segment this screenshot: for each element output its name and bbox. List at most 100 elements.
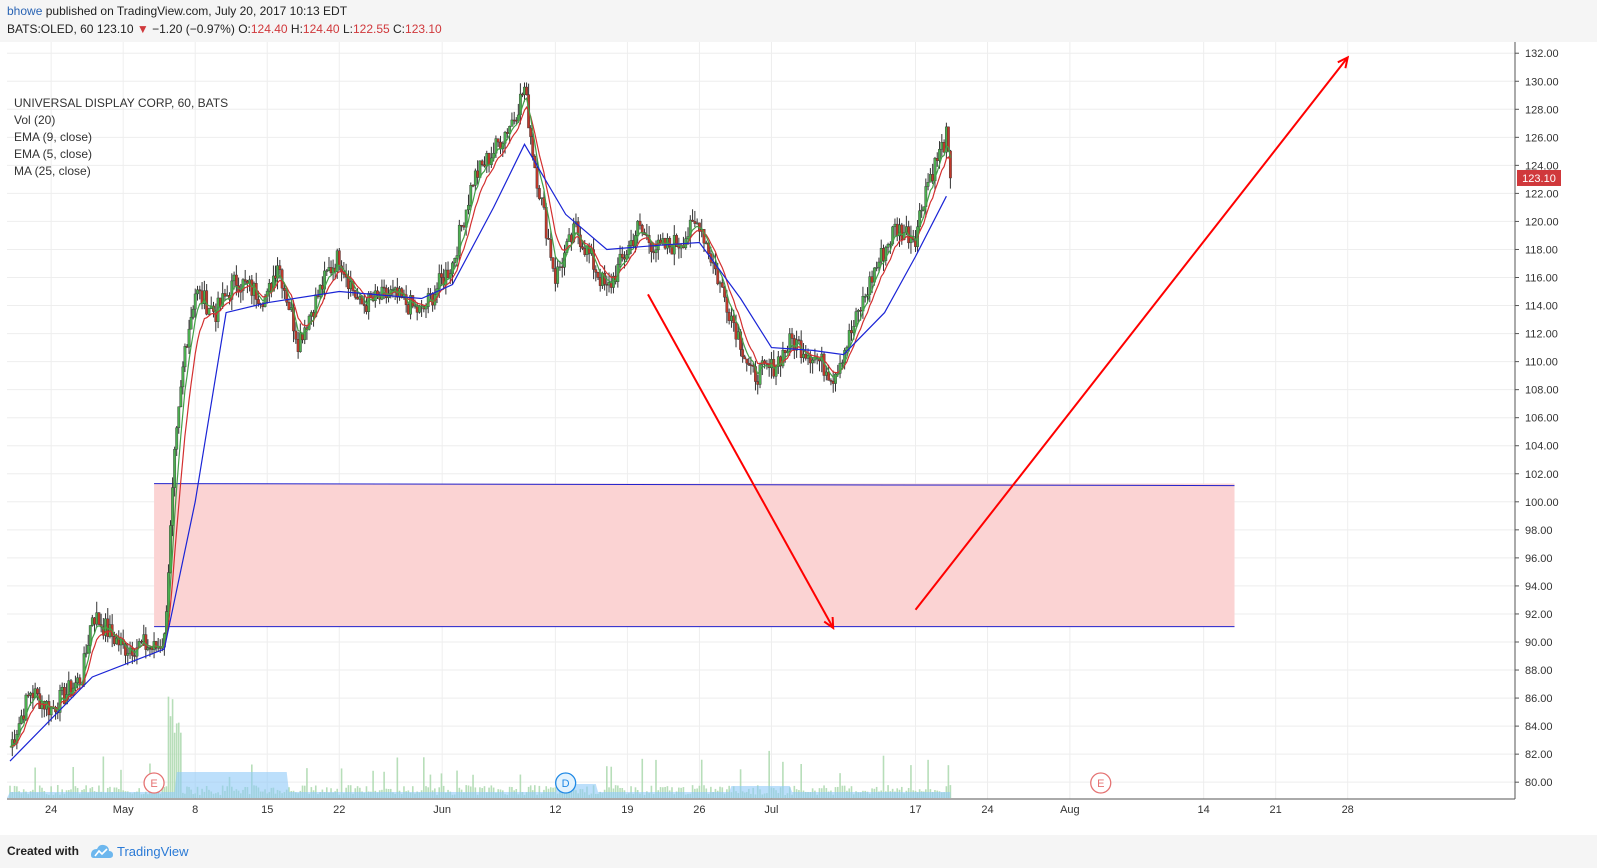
- candle-body: [487, 153, 491, 165]
- candle-body: [636, 220, 640, 236]
- tradingview-logo-icon[interactable]: [88, 841, 114, 861]
- volume-bar: [442, 785, 445, 798]
- y-tick-label: 132.00: [1525, 48, 1559, 60]
- volume-bar: [171, 699, 174, 798]
- candle-body: [460, 224, 464, 227]
- y-tick-label: 124.00: [1525, 160, 1559, 172]
- candle-body: [594, 269, 598, 273]
- candle-body: [146, 647, 150, 650]
- y-tick-label: 98.00: [1525, 525, 1553, 537]
- y-tick-label: 90.00: [1525, 637, 1553, 649]
- candle-body: [294, 330, 298, 340]
- candle-body: [179, 386, 183, 408]
- candle-body: [702, 229, 706, 244]
- candle-body: [196, 289, 199, 295]
- candle-body: [140, 641, 143, 643]
- volume-bar: [472, 774, 474, 798]
- candle-body: [834, 373, 837, 384]
- volume-bar: [533, 785, 536, 798]
- volume-bar: [490, 785, 493, 798]
- candle-body: [480, 160, 484, 165]
- candle-body: [933, 157, 937, 182]
- created-with-label: Created with: [7, 844, 80, 858]
- candle-body: [223, 293, 227, 297]
- candle-body: [743, 356, 747, 360]
- x-tick-label: 26: [693, 804, 705, 816]
- volume-bar: [843, 785, 846, 798]
- ma25-line: [9, 143, 947, 762]
- volume-bar: [175, 723, 178, 798]
- candle-body: [638, 220, 642, 226]
- candle-body: [126, 652, 130, 656]
- volume-bar: [703, 785, 705, 798]
- y-tick-label: 106.00: [1525, 413, 1559, 425]
- candle-body: [824, 371, 828, 376]
- author-link[interactable]: bhowe: [7, 4, 43, 18]
- volume-bar: [739, 769, 742, 798]
- x-tick-label: 28: [1342, 804, 1354, 816]
- candle-body: [854, 311, 858, 327]
- candle-body: [473, 170, 477, 186]
- candle-body: [183, 346, 187, 368]
- candle-body: [567, 234, 571, 242]
- candle-body: [356, 297, 359, 300]
- candle-body: [847, 330, 851, 348]
- candle-body: [278, 265, 282, 271]
- candle-body: [863, 296, 867, 298]
- volume-bar: [9, 785, 11, 798]
- event-label: D: [562, 778, 570, 790]
- last-price-label: 123.10: [1522, 173, 1556, 185]
- volume-bar: [173, 732, 176, 798]
- candle-body: [318, 284, 322, 297]
- candle-body: [654, 249, 658, 254]
- y-tick-label: 100.00: [1525, 497, 1559, 509]
- volume-bar: [700, 759, 703, 798]
- zone-top-line: [154, 483, 1235, 487]
- candle-body: [469, 184, 473, 206]
- arrow-head: [1337, 55, 1350, 69]
- candle-body: [790, 333, 794, 339]
- chart-legend: UNIVERSAL DISPLAY CORP, 60, BATS Vol (20…: [14, 95, 228, 180]
- volume-bar: [120, 769, 122, 798]
- candle-body: [758, 364, 762, 385]
- volume-bar: [303, 785, 306, 798]
- y-tick-label: 96.00: [1525, 553, 1553, 565]
- candle-body: [850, 330, 853, 334]
- candle-body: [257, 299, 260, 304]
- candle-body: [886, 244, 890, 248]
- candle-body: [535, 167, 539, 189]
- candle-body: [198, 289, 202, 292]
- y-tick-label: 118.00: [1525, 244, 1558, 256]
- candle-body: [788, 333, 792, 352]
- y-tick-label: 116.00: [1525, 273, 1558, 285]
- volume-bar: [440, 773, 443, 798]
- volume-bar: [34, 767, 36, 798]
- volume-bar: [347, 785, 350, 798]
- candle-body: [829, 380, 833, 382]
- candle-body: [931, 174, 935, 182]
- low-label: L:: [342, 22, 353, 36]
- candle-body: [191, 308, 195, 318]
- candle-body: [581, 246, 584, 249]
- target-zone: [154, 483, 1235, 627]
- candle-body: [549, 239, 553, 258]
- volume-bar: [728, 785, 730, 798]
- tradingview-brand-link[interactable]: TradingView: [117, 844, 189, 859]
- candle-body: [618, 253, 622, 265]
- low-value: 122.55: [352, 22, 390, 36]
- candle-body: [382, 286, 386, 289]
- candle-body: [483, 164, 486, 167]
- candle-body: [675, 235, 678, 247]
- legend-ma25: MA (25, close): [14, 164, 91, 178]
- candle-body: [124, 643, 127, 656]
- candle-body: [362, 303, 366, 306]
- candle-body: [856, 310, 860, 312]
- y-tick-label: 130.00: [1525, 76, 1559, 88]
- price-chart[interactable]: E D E 132.00 130.00 128.00 126.00 124.00 122.00…: [0, 42, 1597, 833]
- header-bar: bhowe published on TradingView.com, July…: [0, 0, 1597, 42]
- candle-body: [542, 197, 546, 208]
- candle-body: [485, 153, 489, 167]
- candle-body: [659, 239, 662, 244]
- x-tick-label: 15: [261, 804, 273, 816]
- chart-area[interactable]: E D E 132.00 130.00 128.00 126.00 124.00 122.00…: [0, 42, 1597, 833]
